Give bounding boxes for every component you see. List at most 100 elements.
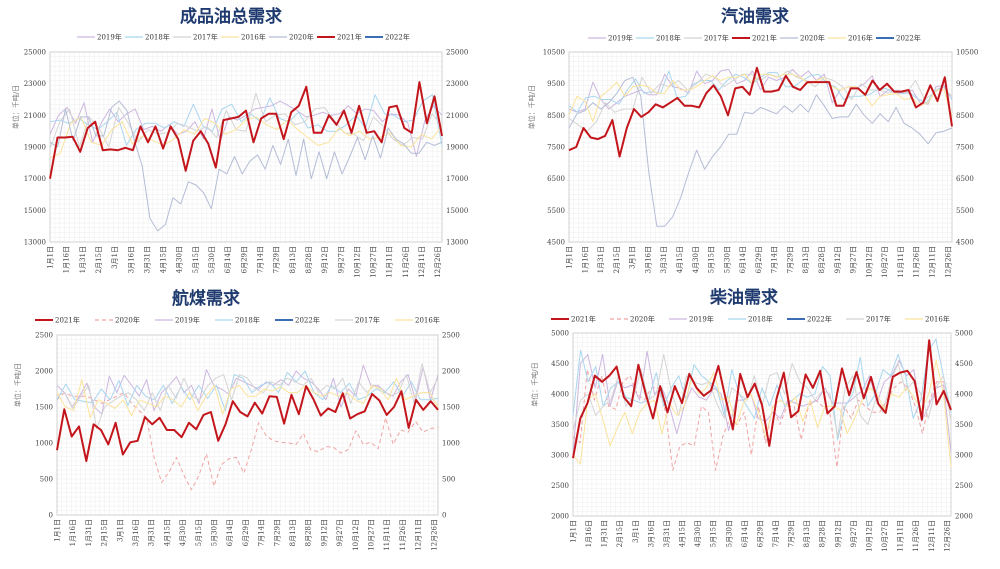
legend-label: 2017年	[866, 315, 891, 324]
y-tick-left: 15000	[24, 207, 46, 215]
legend-item: 2018年	[728, 315, 773, 324]
y-tick-left: 4000	[551, 391, 569, 399]
legend-label: 2016年	[925, 315, 950, 324]
y-tick-right: 4000	[955, 391, 973, 399]
y-tick-left: 19000	[24, 144, 46, 152]
x-tick-label: 5月30日	[211, 519, 219, 546]
x-tick-label: 7月29日	[273, 246, 281, 273]
x-tick-label: 5月30日	[208, 246, 216, 273]
x-tick-label: 10月12日	[865, 246, 873, 278]
x-tick-label: 9月27日	[337, 246, 345, 273]
chart-title: 成品油总需求	[180, 6, 282, 27]
x-tick-label: 1月1日	[570, 520, 578, 543]
x-tick-label: 6月29日	[240, 246, 248, 273]
y-tick-left: 3500	[551, 421, 569, 429]
series-line-2020年	[56, 392, 439, 491]
plot-frame	[572, 332, 952, 517]
y-tick-left: 2500	[551, 482, 569, 490]
x-tick-label: 7月29日	[788, 520, 796, 547]
plot-frame	[568, 51, 953, 243]
legend-item: 2021年	[317, 33, 362, 42]
x-tick-label: 7月29日	[786, 246, 794, 273]
legend-item: 2018年	[125, 33, 170, 42]
series-line-2017年	[49, 92, 443, 149]
x-tick-label: 3月1日	[116, 519, 124, 542]
legend-label: 2017年	[704, 34, 729, 43]
x-tick-label: 11月11日	[897, 520, 905, 552]
x-tick-label: 6月14日	[739, 246, 747, 273]
x-tick-label: 12月11日	[928, 520, 936, 552]
x-tick-label: 3月1日	[632, 520, 640, 543]
x-tick-label: 1月31日	[597, 246, 605, 273]
legend-label: 2022年	[295, 316, 320, 325]
legend-label: 2016年	[415, 316, 440, 325]
y-axis-label: 单位：千吨/日	[11, 85, 20, 129]
chart-title: 航煤需求	[172, 288, 240, 309]
x-tick-label: 3月16日	[127, 246, 135, 273]
legend-label: 2016年	[241, 33, 266, 42]
legend-item: 2020年	[269, 33, 314, 42]
x-tick-label: 4月15日	[160, 246, 168, 273]
legend-label: 2020年	[115, 316, 140, 325]
x-tick-label: 12月26日	[430, 519, 438, 551]
y-tick-left: 1500	[35, 404, 53, 412]
x-tick-label: 12月11日	[415, 519, 423, 551]
x-tick-label: 1月1日	[47, 246, 55, 269]
chart-1: 成品油总需求 13000 13000 15000 15000 17000 17000 1900…	[11, 6, 468, 278]
legend-label: 2019年	[689, 315, 714, 324]
x-tick-label: 11月11日	[897, 246, 905, 278]
y-tick-left: 0	[49, 512, 53, 520]
x-tick-label: 6月14日	[226, 519, 234, 546]
x-tick-label: 12月26日	[943, 520, 951, 552]
legend-label: 2018年	[748, 315, 773, 324]
y-axis-label: 单位：千吨/日	[527, 85, 536, 129]
x-tick-label: 1月16日	[69, 519, 77, 546]
x-tick-label: 4月30日	[179, 519, 187, 546]
legend-label: 2018年	[145, 33, 170, 42]
legend-item: 2019年	[155, 316, 200, 325]
y-tick-right: 2500	[955, 482, 973, 490]
x-tick-label: 11月26日	[402, 246, 410, 278]
chart-2: 汽油需求 4500 4500 5500 5500 6500 6500 7500 7500 8500…	[527, 6, 978, 278]
series-line-2021年	[572, 339, 952, 459]
legend-label: 2022年	[385, 33, 410, 42]
y-tick-right: 23000	[446, 80, 468, 88]
legend-item: 2021年	[551, 315, 596, 324]
legend-label: 2019年	[97, 33, 122, 42]
y-tick-left: 6500	[547, 175, 565, 183]
x-tick-label: 8月13日	[803, 520, 811, 547]
legend-item: 2017年	[846, 315, 891, 324]
x-tick-label: 5月15日	[195, 519, 203, 546]
x-tick-label: 9月27日	[336, 519, 344, 546]
y-tick-left: 3000	[551, 452, 569, 460]
y-tick-left: 13000	[24, 239, 46, 247]
y-tick-right: 3000	[955, 452, 973, 460]
x-tick-label: 1月1日	[54, 519, 62, 542]
series-line-2019年	[572, 350, 952, 456]
x-tick-label: 3月31日	[143, 246, 151, 273]
y-tick-left: 2000	[35, 368, 53, 376]
legend-label: 2019年	[608, 34, 633, 43]
x-tick-label: 3月16日	[644, 246, 652, 273]
x-tick-label: 1月16日	[585, 520, 593, 547]
x-tick-label: 7月14日	[772, 520, 780, 547]
legend-label: 2017年	[355, 316, 380, 325]
x-tick-label: 5月15日	[708, 246, 716, 273]
series-line-2019年	[49, 100, 443, 157]
chart-title: 汽油需求	[721, 6, 789, 27]
legend-item: 2022年	[787, 315, 832, 324]
legend-label: 2018年	[656, 34, 681, 43]
legend-label: 2022年	[807, 315, 832, 324]
x-tick-label: 9月12日	[320, 519, 328, 546]
x-tick-label: 3月1日	[111, 246, 119, 269]
y-tick-right: 5000	[955, 330, 973, 338]
x-tick-label: 3月16日	[132, 519, 140, 546]
x-tick-label: 12月26日	[944, 246, 952, 278]
x-tick-label: 6月29日	[242, 519, 250, 546]
legend-label: 2016年	[848, 34, 873, 43]
legend-label: 2021年	[55, 316, 80, 325]
y-tick-right: 4500	[956, 239, 974, 247]
x-tick-label: 5月30日	[723, 246, 731, 273]
legend-item: 2017年	[173, 33, 218, 42]
x-tick-label: 3月31日	[148, 519, 156, 546]
